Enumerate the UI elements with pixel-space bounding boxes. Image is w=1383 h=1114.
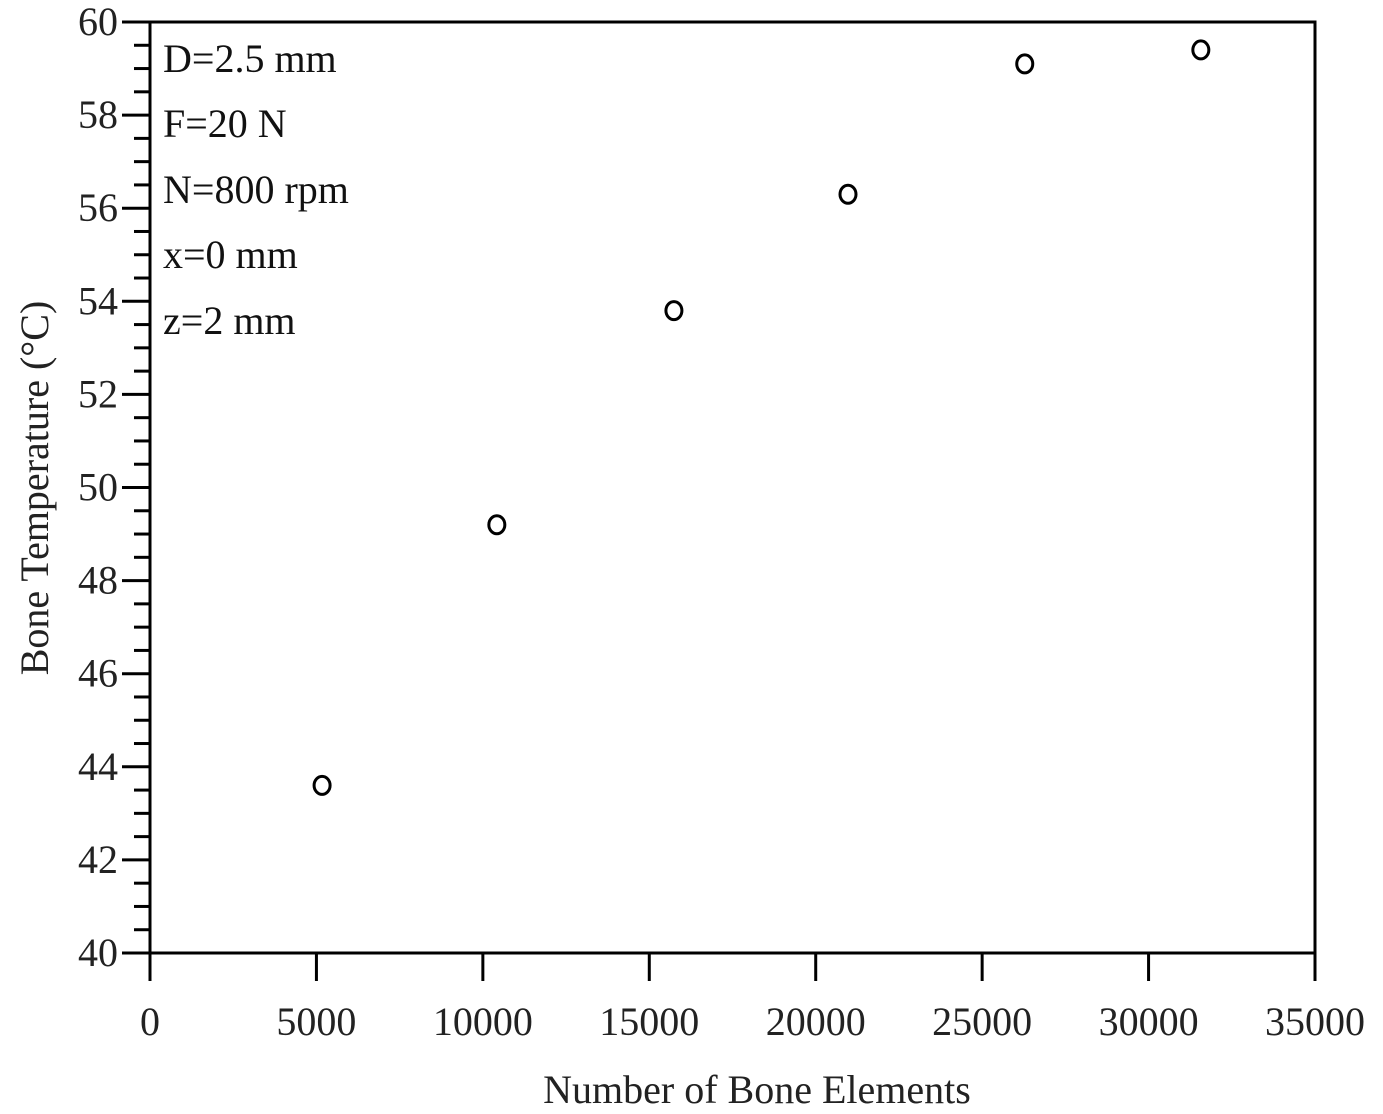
y-tick-label: 60 [78,0,118,44]
annotation-text: D=2.5 mm [163,36,337,81]
data-point-marker [312,774,332,796]
x-axis-title: Number of Bone Elements [543,1067,971,1112]
x-tick-label: 0 [140,999,160,1044]
x-axis: 0 5000 10000 15000 20000 25000 30000 35000 [140,953,1365,1044]
data-point-marker [838,183,858,205]
y-tick-label: 56 [78,185,118,230]
x-tick-label: 35000 [1265,999,1365,1044]
y-tick-label: 58 [78,92,118,137]
y-axis-title: Bone Temperature (°C) [12,301,57,676]
y-tick-label: 46 [78,651,118,696]
y-tick-label: 42 [78,837,118,882]
x-tick-label: 30000 [1099,999,1199,1044]
x-tick-label: 10000 [433,999,533,1044]
data-point-marker [1015,53,1035,75]
x-tick-label: 5000 [276,999,356,1044]
annotation-text: F=20 N [163,101,287,146]
y-tick-label: 44 [78,744,118,789]
parameter-annotations: D=2.5 mm F=20 N N=800 rpm x=0 mm z=2 mm [163,36,349,343]
y-tick-label: 40 [78,930,118,975]
x-tick-label: 15000 [599,999,699,1044]
plot-frame [148,20,1317,955]
plot-border [148,20,1317,955]
y-axis: 40 42 44 46 48 50 52 54 56 58 60 [78,0,150,975]
x-tick-label: 20000 [766,999,866,1044]
y-tick-label: 52 [78,371,118,416]
annotation-text: x=0 mm [163,232,298,277]
y-tick-label: 50 [78,465,118,510]
annotation-text: N=800 rpm [163,167,349,212]
data-point-marker [1191,39,1211,61]
y-tick-label: 54 [78,278,118,323]
data-points [312,39,1211,796]
data-point-marker [664,300,684,322]
x-tick-label: 25000 [932,999,1032,1044]
data-point-marker [487,514,507,536]
y-tick-label: 48 [78,558,118,603]
annotation-text: z=2 mm [163,298,296,343]
